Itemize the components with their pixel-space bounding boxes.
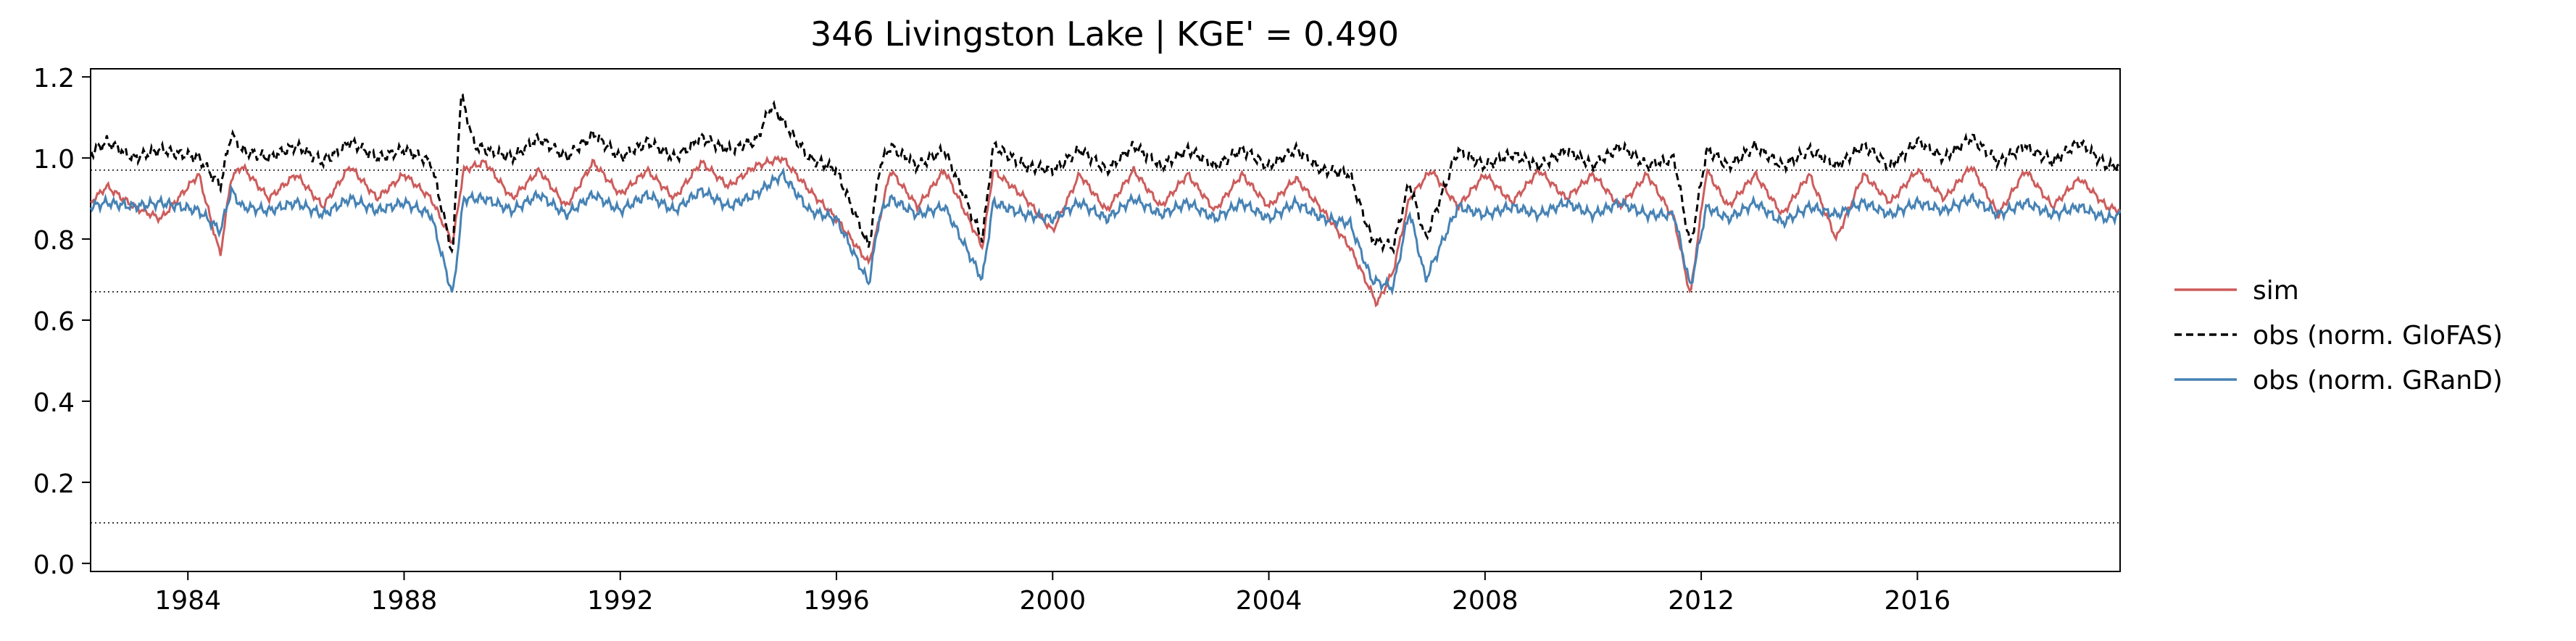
- x-tick-label: 2012: [1668, 586, 1734, 616]
- x-tick-label: 2000: [1019, 586, 1086, 616]
- y-axis: 0.0 0.2 0.4 0.6 0.8 1.0 1.2: [33, 64, 91, 580]
- y-tick-label: 0.8: [33, 226, 75, 256]
- plot-frame: [90, 68, 2121, 572]
- series-line-0: [90, 155, 2121, 308]
- series-layer: [89, 93, 2122, 308]
- series-line-1: [89, 93, 2121, 256]
- x-tick-label: 2016: [1885, 586, 1951, 616]
- x-tick-label: 1996: [803, 586, 870, 616]
- y-tick-label: 0.2: [33, 469, 75, 499]
- y-tick-label: 0.6: [33, 307, 75, 337]
- y-tick-label: 0.0: [33, 550, 75, 580]
- x-axis: 1984 1988 1992 1996 2000 2004 2008 2012 2016: [154, 571, 1950, 616]
- y-tick-label: 0.4: [33, 388, 75, 418]
- legend: sim obs (norm. GloFAS) obs (norm. GRanD): [2174, 276, 2503, 395]
- chart-title: 346 Livingston Lake | KGE' = 0.490: [810, 14, 1399, 54]
- x-tick-label: 1984: [154, 586, 221, 616]
- y-tick-label: 1.2: [33, 64, 75, 93]
- legend-label: obs (norm. GRanD): [2253, 366, 2503, 395]
- x-tick-label: 1988: [371, 586, 438, 616]
- legend-label: obs (norm. GloFAS): [2253, 321, 2503, 351]
- x-tick-label: 1992: [587, 586, 654, 616]
- y-tick-label: 1.0: [33, 145, 75, 175]
- x-tick-label: 2004: [1236, 586, 1302, 616]
- reference-lines: [91, 169, 2120, 524]
- series-line-2: [89, 167, 2122, 296]
- legend-label: sim: [2253, 276, 2299, 306]
- x-tick-label: 2008: [1452, 586, 1518, 616]
